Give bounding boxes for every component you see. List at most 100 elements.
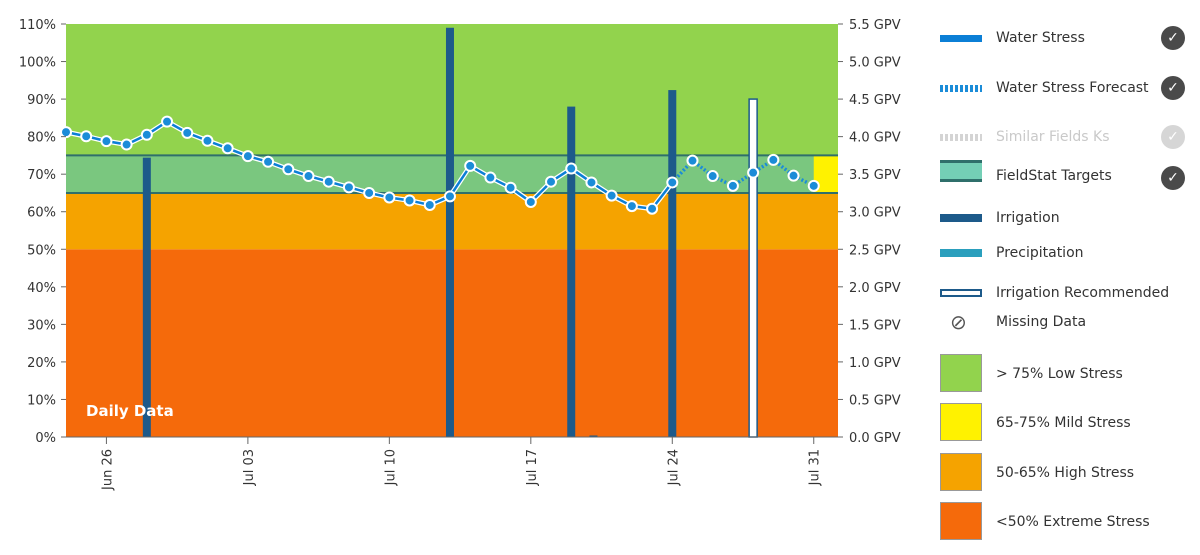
- legend-label: Similar Fields Ks: [996, 129, 1110, 145]
- right-tick-label: 4.0 GPV: [849, 131, 901, 146]
- right-tick-label: 1.5 GPV: [849, 318, 901, 333]
- legend-label: 65-75% Mild Stress: [996, 415, 1131, 431]
- legend-irrigation-recommended: Irrigation Recommended: [936, 283, 1191, 303]
- forecast-point: [686, 154, 699, 167]
- check-icon[interactable]: ✓: [1161, 26, 1185, 50]
- water-stress-point: [585, 176, 598, 189]
- x-tick-label: Jul 31: [808, 449, 823, 486]
- legend-mild-stress: 65-75% Mild Stress: [936, 403, 1191, 441]
- irrigation-bar: [567, 106, 576, 437]
- legend-label: Irrigation: [996, 210, 1060, 226]
- right-tick-label: 3.5 GPV: [849, 168, 901, 183]
- water-stress-point: [322, 175, 335, 188]
- right-tick-label: 3.0 GPV: [849, 206, 901, 221]
- water-stress-point: [282, 163, 295, 176]
- check-icon[interactable]: ✓: [1161, 76, 1185, 100]
- forecast-point: [747, 166, 760, 179]
- right-tick-label: 2.0 GPV: [849, 281, 901, 296]
- check-icon[interactable]: ✓: [1161, 166, 1185, 190]
- water-stress-point: [221, 142, 234, 155]
- legend-label: > 75% Low Stress: [996, 366, 1123, 382]
- legend-water-stress[interactable]: Water Stress ✓: [936, 26, 1191, 50]
- forecast-point: [706, 170, 719, 183]
- legend-water-stress-forecast[interactable]: Water Stress Forecast ✓: [936, 76, 1191, 100]
- water-stress-point: [545, 175, 558, 188]
- water-stress-point: [484, 171, 497, 184]
- left-tick-label: 0%: [35, 431, 56, 446]
- extreme-stress-swatch: [940, 502, 982, 540]
- left-tick-label: 30%: [27, 318, 56, 333]
- water-stress-chart: 0% 10% 20% 30% 40% 50% 60% 70% 80% 90% 100% 110% 0.0…: [19, 18, 901, 491]
- legend-similar-fields[interactable]: Similar Fields Ks ✓: [936, 125, 1191, 149]
- right-tick-label: 5.5 GPV: [849, 18, 901, 33]
- water-stress-point: [565, 162, 578, 175]
- water-stress-point: [464, 159, 477, 172]
- target-band-fill: [66, 155, 814, 193]
- left-tick-label: 10%: [27, 393, 56, 408]
- left-tick-label: 60%: [27, 206, 56, 221]
- chart-axes: 0% 10% 20% 30% 40% 50% 60% 70% 80% 90% 100% 110% 0.0…: [19, 18, 901, 491]
- water-stress-point: [120, 138, 133, 151]
- legend-label: Water Stress: [996, 30, 1085, 46]
- water-stress-swatch: [940, 34, 982, 42]
- check-icon[interactable]: ✓: [1161, 125, 1185, 149]
- water-stress-point: [504, 181, 517, 194]
- legend-label: 50-65% High Stress: [996, 465, 1135, 481]
- right-tick-label: 4.5 GPV: [849, 93, 901, 108]
- water-stress-lines: [60, 115, 820, 215]
- legend-label: FieldStat Targets: [996, 168, 1112, 184]
- legend-label: Precipitation: [996, 245, 1084, 261]
- water-stress-point: [342, 181, 355, 194]
- water-stress-point: [181, 126, 194, 139]
- left-tick-label: 100%: [19, 56, 56, 71]
- irrigation-bar: [445, 27, 454, 437]
- legend-high-stress: 50-65% High Stress: [936, 453, 1191, 491]
- irrigation-bar: [589, 435, 598, 437]
- water-stress-point: [646, 202, 659, 215]
- right-tick-label: 0.0 GPV: [849, 431, 901, 446]
- water-stress-point: [423, 198, 436, 211]
- left-tick-label: 110%: [19, 18, 56, 33]
- forecast-swatch: [940, 84, 982, 92]
- legend-irrigation: Irrigation: [936, 208, 1191, 228]
- high-stress-swatch: [940, 453, 982, 491]
- right-tick-label: 2.5 GPV: [849, 243, 901, 258]
- irrigation-recommended-swatch: [940, 289, 982, 297]
- forecast-point: [807, 179, 820, 192]
- right-tick-label: 0.5 GPV: [849, 393, 901, 408]
- water-stress-point: [383, 191, 396, 204]
- legend-fieldstat-targets[interactable]: FieldStat Targets ✓: [936, 160, 1191, 190]
- legend-label: Irrigation Recommended: [996, 285, 1170, 301]
- left-tick-label: 80%: [27, 131, 56, 146]
- legend-label: Missing Data: [996, 314, 1087, 330]
- x-tick-label: Jul 03: [242, 449, 257, 486]
- x-tick-label: Jul 24: [666, 449, 681, 486]
- legend-precipitation: Precipitation: [936, 243, 1191, 263]
- missing-data-icon: ⊘: [950, 310, 967, 334]
- water-stress-point: [363, 186, 376, 199]
- irrigation-recommended-bar: [748, 98, 758, 438]
- precipitation-swatch: [940, 249, 982, 257]
- x-tick-label: Jul 17: [525, 449, 540, 486]
- low-stress-swatch: [940, 354, 982, 392]
- right-tick-label: 1.0 GPV: [849, 356, 901, 371]
- water-stress-point: [201, 134, 214, 147]
- legend-extreme-stress: <50% Extreme Stress: [936, 502, 1191, 540]
- mild-stress-swatch: [940, 403, 982, 441]
- left-tick-label: 40%: [27, 281, 56, 296]
- water-stress-point: [60, 126, 72, 139]
- water-stress-point: [524, 195, 537, 208]
- x-tick-label: Jun 26: [100, 449, 115, 491]
- water-stress-point: [241, 150, 254, 163]
- water-stress-point: [403, 194, 416, 207]
- left-tick-label: 20%: [27, 356, 56, 371]
- daily-data-label: Daily Data: [86, 402, 174, 420]
- water-stress-point: [443, 190, 456, 203]
- legend-label: Water Stress Forecast: [996, 80, 1149, 96]
- forecast-point: [767, 153, 780, 166]
- water-stress-point: [100, 135, 113, 148]
- water-stress-point: [80, 130, 93, 143]
- water-stress-point: [302, 170, 315, 183]
- targets-swatch: [940, 160, 982, 182]
- water-stress-point: [161, 115, 174, 128]
